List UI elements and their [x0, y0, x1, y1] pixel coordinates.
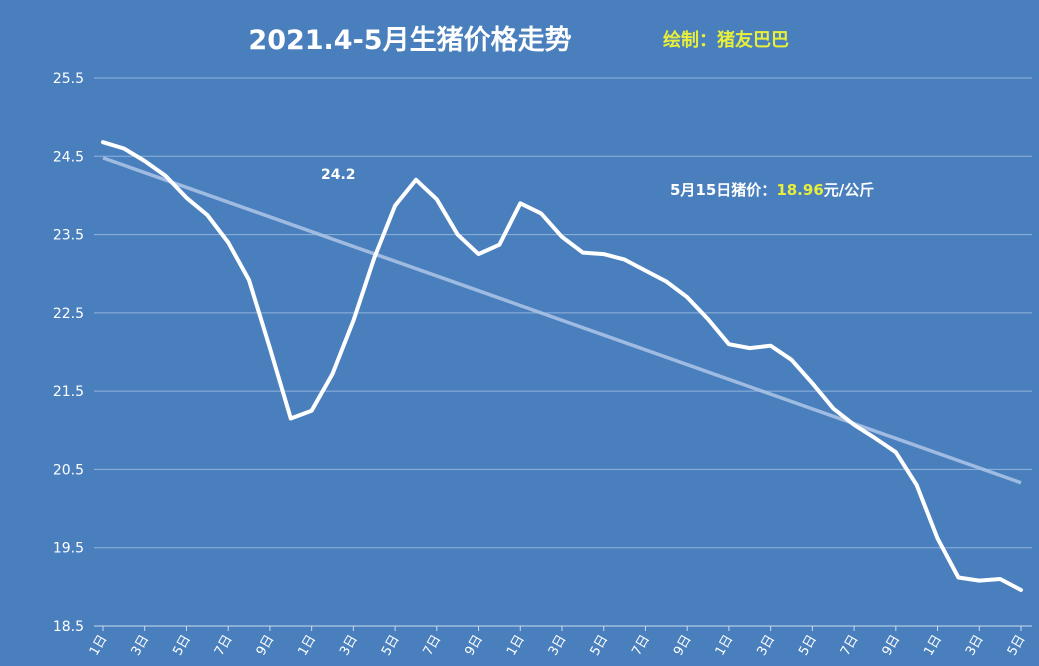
data-point	[539, 211, 543, 215]
latest-price-prefix: 5月15日猪价：	[670, 181, 777, 199]
data-point	[289, 417, 293, 421]
x-tick-label: 7日	[421, 633, 445, 659]
y-tick-label: 22.5	[53, 306, 84, 322]
data-point	[643, 269, 647, 273]
data-point	[685, 295, 689, 299]
data-point	[623, 258, 627, 262]
data-point	[936, 536, 940, 540]
peak-annotation: 24.2	[321, 167, 356, 183]
data-point	[810, 381, 814, 385]
x-tick-label: 7日	[838, 633, 862, 659]
data-point	[664, 280, 668, 284]
data-point	[998, 577, 1002, 581]
x-tick-label: 1日	[504, 633, 528, 659]
x-tick-label: 3日	[754, 633, 778, 659]
x-tick-label: 9日	[671, 633, 695, 659]
x-tick-label: 5日	[1005, 633, 1029, 659]
data-point	[143, 159, 147, 163]
y-tick-label: 23.5	[53, 228, 84, 244]
data-point	[456, 233, 460, 237]
x-tick-label: 1日	[295, 633, 319, 659]
y-tick-label: 21.5	[53, 384, 84, 400]
data-point	[977, 579, 981, 583]
data-point	[351, 319, 355, 323]
data-point	[268, 346, 272, 350]
data-point	[331, 372, 334, 376]
data-point	[164, 174, 168, 178]
x-tick-label: 3日	[337, 633, 361, 659]
x-tick-label: 9日	[880, 633, 904, 659]
latest-price-note: 5月15日猪价：18.96元/公斤	[670, 179, 874, 200]
data-point	[205, 213, 209, 217]
data-point	[831, 406, 835, 410]
data-point	[122, 146, 126, 150]
data-point	[1019, 588, 1023, 592]
x-tick-label: 1日	[713, 633, 737, 659]
x-tick-label: 9日	[254, 633, 278, 659]
y-tick-label: 20.5	[53, 462, 84, 478]
x-tick-label: 9日	[462, 633, 486, 659]
y-tick-label: 25.5	[53, 71, 84, 87]
data-point	[956, 575, 960, 579]
x-tick-label: 5日	[379, 633, 403, 659]
data-point	[414, 178, 418, 182]
data-point	[706, 317, 710, 321]
data-point	[560, 235, 564, 239]
data-point	[497, 243, 501, 247]
data-point	[247, 278, 251, 282]
x-tick-label: 5日	[588, 633, 612, 659]
data-point	[727, 342, 731, 346]
x-tick-label: 1日	[921, 633, 945, 659]
latest-price-unit: 元/公斤	[823, 181, 875, 199]
data-point	[915, 483, 919, 487]
data-point	[518, 201, 522, 205]
x-tick-label: 7日	[212, 633, 236, 659]
data-point	[748, 346, 752, 350]
data-point	[581, 251, 585, 255]
data-point	[184, 196, 188, 200]
latest-price-value: 18.96	[776, 181, 824, 199]
data-point	[602, 252, 606, 256]
x-tick-label: 3日	[963, 633, 987, 659]
y-tick-label: 24.5	[53, 149, 84, 165]
data-point	[310, 409, 314, 413]
y-tick-label: 18.5	[53, 619, 84, 635]
data-point	[852, 423, 856, 427]
chart-title: 2021.4-5月生猪价格走势	[248, 25, 572, 56]
data-point	[790, 358, 793, 362]
chart-credit: 绘制：猪友巴巴	[663, 30, 789, 51]
data-point	[894, 450, 898, 454]
data-point	[372, 256, 376, 260]
trend-line	[102, 156, 1022, 485]
data-point	[477, 252, 481, 256]
x-tick-label: 3日	[129, 633, 153, 659]
data-point	[101, 140, 105, 144]
x-tick-label: 1日	[87, 633, 111, 659]
data-point	[393, 204, 397, 208]
y-tick-label: 19.5	[53, 541, 84, 557]
data-point	[873, 436, 877, 440]
data-point	[226, 240, 230, 244]
data-point	[769, 344, 773, 348]
x-tick-label: 5日	[796, 633, 820, 659]
x-tick-label: 5日	[170, 633, 194, 659]
data-point	[435, 197, 439, 201]
x-tick-label: 3日	[546, 633, 570, 659]
x-tick-label: 7日	[629, 633, 653, 659]
